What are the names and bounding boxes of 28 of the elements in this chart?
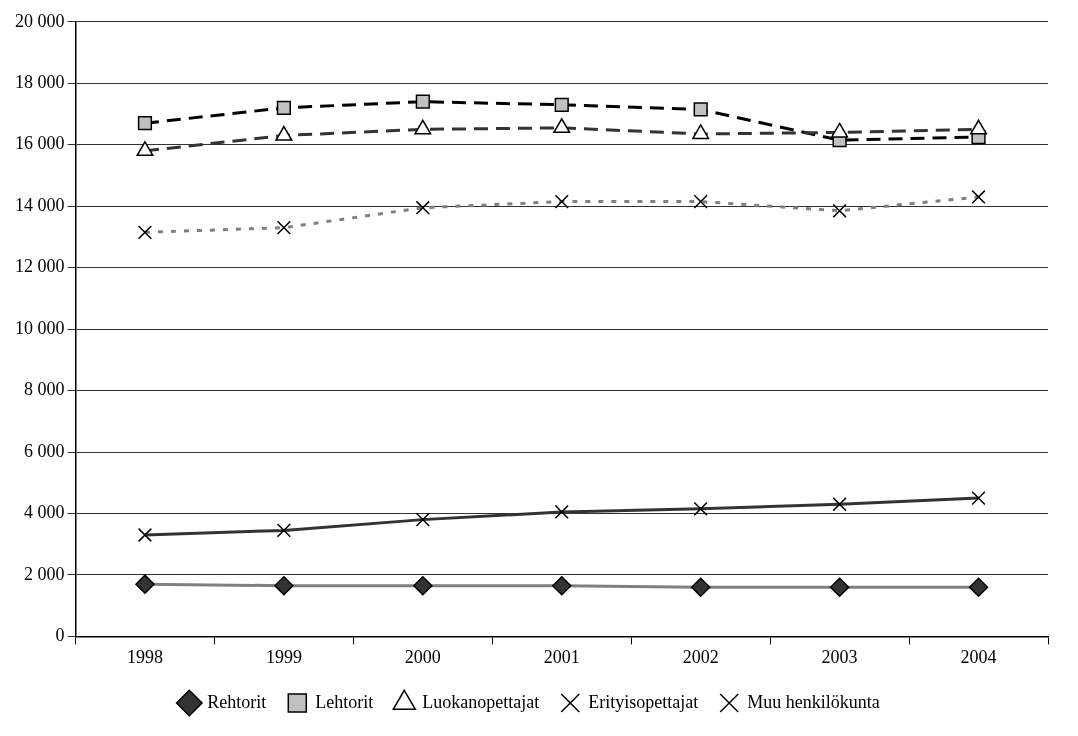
point xyxy=(693,102,708,117)
legend-label: Rehtorit xyxy=(207,691,267,712)
point xyxy=(137,116,153,131)
y-tick-label: 0 xyxy=(55,625,65,646)
x-tick-label: 2001 xyxy=(543,646,580,667)
point xyxy=(276,100,292,115)
legend-label: Lehtorit xyxy=(315,691,374,712)
point xyxy=(415,94,430,109)
y-tick-label: 4 000 xyxy=(24,502,65,523)
legend-label: Muu henkilökunta xyxy=(747,691,880,712)
x-tick-label: 1999 xyxy=(265,646,302,667)
y-tick-label: 2 000 xyxy=(24,563,65,584)
y-tick-label: 18 000 xyxy=(15,71,65,92)
y-tick-label: 6 000 xyxy=(24,440,65,461)
x-tick-label: 1998 xyxy=(126,646,163,667)
legend-label: Luokanopettajat xyxy=(422,691,540,712)
y-tick-label: 8 000 xyxy=(24,379,65,400)
y-tick-label: 12 000 xyxy=(15,256,65,277)
x-tick-label: 2004 xyxy=(960,646,997,667)
y-tick-label: 10 000 xyxy=(15,317,65,338)
x-tick-label: 2002 xyxy=(682,646,719,667)
x-tick-label: 2003 xyxy=(821,646,858,667)
y-tick-label: 20 000 xyxy=(15,10,65,31)
point xyxy=(554,97,569,112)
legend-label: Erityisopettajat xyxy=(588,691,699,712)
y-tick-label: 16 000 xyxy=(15,133,65,154)
y-tick-label: 14 000 xyxy=(15,194,65,215)
x-tick-label: 2000 xyxy=(404,646,441,667)
